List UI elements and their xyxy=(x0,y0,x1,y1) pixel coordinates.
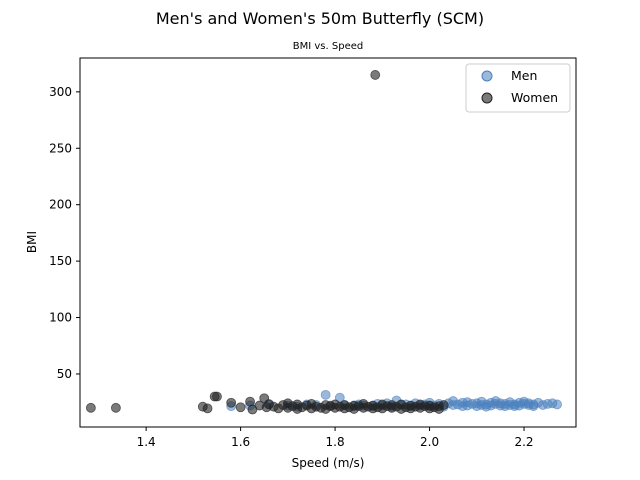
plot-area-frame xyxy=(79,57,577,428)
y-tick-label: 50 xyxy=(57,367,72,381)
women-data-point xyxy=(111,402,121,413)
legend-marker-men xyxy=(481,70,493,82)
x-tick-label: 1.4 xyxy=(137,435,156,449)
men-data-point xyxy=(552,399,563,410)
legend: Men Women xyxy=(465,63,571,113)
women-data-point xyxy=(235,402,246,413)
chart-subtitle: BMI vs. Speed xyxy=(293,41,363,52)
men-data-point xyxy=(320,389,331,400)
women-data-point xyxy=(202,403,213,414)
x-tick-label: 1.6 xyxy=(231,435,250,449)
women-data-point xyxy=(85,402,96,413)
x-tick-label: 2.2 xyxy=(514,435,533,449)
chart-title: Men's and Women's 50m Butterfly (SCM) xyxy=(156,9,484,28)
y-tick-label: 150 xyxy=(49,254,72,268)
women-data-point xyxy=(370,70,381,80)
y-axis-ticks: 50 100 150 200 250 300 xyxy=(49,85,80,381)
women-series xyxy=(85,70,449,415)
x-axis-label: Speed (m/s) xyxy=(292,456,365,470)
women-data-point xyxy=(226,397,237,408)
x-axis-ticks: 1.4 1.6 1.8 2.0 2.2 xyxy=(137,427,534,449)
women-data-point xyxy=(438,400,449,410)
x-tick-label: 1.8 xyxy=(326,435,345,449)
y-tick-label: 250 xyxy=(49,141,72,155)
y-tick-label: 300 xyxy=(49,85,72,99)
women-data-point xyxy=(212,391,222,402)
legend-label-men: Men xyxy=(511,68,537,83)
y-axis-label: BMI xyxy=(25,231,39,253)
x-tick-label: 2.0 xyxy=(420,435,439,449)
y-tick-label: 200 xyxy=(49,198,72,212)
legend-label-women: Women xyxy=(511,90,558,105)
legend-marker-women xyxy=(481,92,493,104)
y-tick-label: 100 xyxy=(49,311,72,325)
